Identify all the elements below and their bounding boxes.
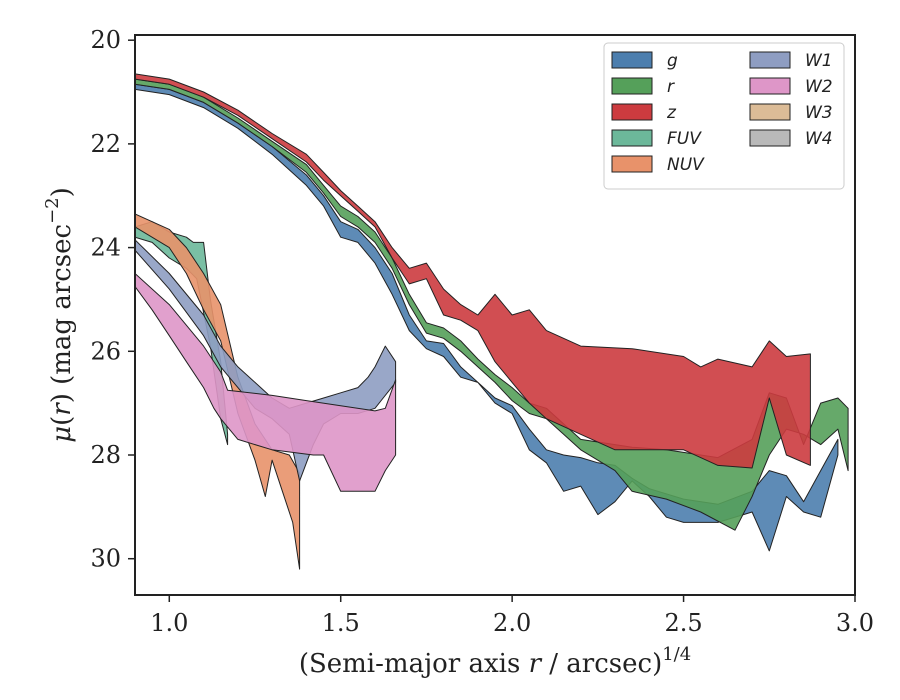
legend-swatch-r (611, 77, 653, 95)
legend-label-w1: W1 (805, 51, 833, 71)
y-tick-label: 24 (90, 234, 121, 262)
y-tick-label: 20 (90, 26, 121, 54)
y-axis-ticks: 20 22 24 26 28 30 (90, 26, 135, 573)
band-w2 (135, 273, 397, 492)
band-z (135, 73, 811, 469)
x-axis-ticks: 1.0 1.5 2.0 2.5 3.0 (150, 595, 874, 637)
band-nuv (135, 213, 301, 570)
band-r (135, 78, 849, 531)
legend-label-g: g (667, 51, 678, 71)
x-axis-label: (Semi-major axis r / arcsec)1/4 (299, 644, 691, 679)
x-tick-label: 1.0 (150, 609, 188, 637)
x-tick-label: 2.0 (493, 609, 531, 637)
legend-swatch-w1 (749, 51, 791, 69)
y-tick-label: 26 (90, 337, 121, 365)
legend-label-fuv: FUV (667, 129, 702, 149)
x-tick-label: 1.5 (322, 609, 360, 637)
legend-swatch-w3 (749, 103, 791, 121)
band-layer (135, 73, 849, 570)
legend-label-r: r (667, 77, 675, 97)
y-axis-label: μ(r) (mag arcsec−2) (42, 187, 77, 443)
legend-label-w3: W3 (805, 103, 833, 123)
band-w1 (135, 239, 397, 482)
legend-swatch-w4 (749, 129, 791, 147)
legend-swatch-nuv (611, 155, 653, 173)
y-tick-label: 28 (90, 441, 121, 469)
legend-label-nuv: NUV (667, 155, 705, 175)
legend-label-w2: W2 (805, 77, 833, 97)
legend-swatch-fuv (611, 129, 653, 147)
legend-swatch-z (611, 103, 653, 121)
plot-frame (134, 34, 856, 596)
legend-label-w4: W4 (805, 129, 833, 149)
legend: grz FUV NUV W1 W2 W3 W4 (603, 42, 845, 190)
band-g (135, 83, 839, 552)
x-tick-label: 2.5 (664, 609, 702, 637)
legend-swatch-g (611, 51, 653, 69)
legend-label-z: z (666, 103, 677, 123)
y-tick-label: 30 (90, 545, 121, 573)
x-tick-label: 3.0 (836, 609, 874, 637)
legend-swatch-w2 (749, 77, 791, 95)
y-tick-label: 22 (90, 130, 121, 158)
